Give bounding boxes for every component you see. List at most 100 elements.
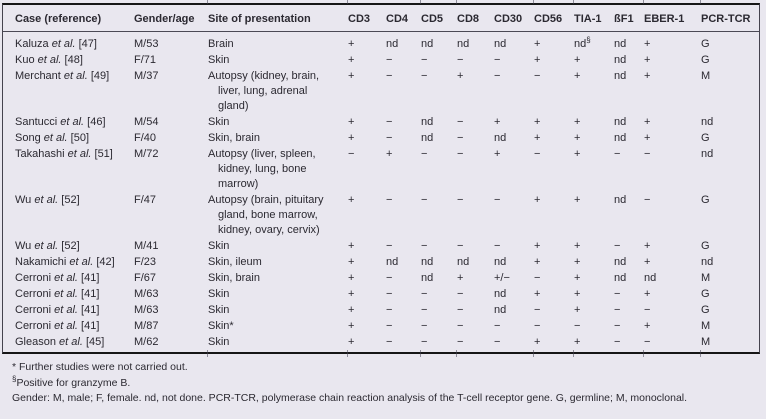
- marker-value-cell: nd: [614, 70, 627, 82]
- marker-value-cell: +: [574, 256, 581, 268]
- marker-value-cell: −: [614, 320, 621, 332]
- marker-value-cell: +: [534, 54, 541, 66]
- marker-value-cell: +: [457, 70, 464, 82]
- marker-value-cell: nd: [494, 256, 507, 268]
- marker-value-cell: M: [701, 336, 711, 348]
- case-reference-cell: Kuo et al. [48]: [15, 54, 83, 66]
- marker-value-cell: +: [574, 336, 581, 348]
- marker-value-cell: +: [644, 256, 651, 268]
- marker-value-cell: −: [494, 54, 501, 66]
- table-row: Kuo et al. [48] F/71 Skin + − − − − + + nd + G: [3, 53, 759, 68]
- column-tick: [643, 0, 644, 4]
- footnote-asterisk-symbol: *: [12, 361, 17, 373]
- gender-age-cell: M/72: [134, 148, 159, 160]
- marker-value-cell: −: [457, 54, 464, 66]
- site-cell: Skin: [208, 303, 348, 318]
- col-header-case: Case (reference): [15, 13, 102, 25]
- marker-value-cell: −: [494, 70, 501, 82]
- marker-value-cell: −: [494, 194, 501, 206]
- marker-value-cell: +: [348, 336, 355, 348]
- marker-value-cell: −: [614, 336, 621, 348]
- marker-value-cell: +: [348, 132, 355, 144]
- site-cell: Brain: [208, 37, 348, 52]
- marker-value-cell: +: [348, 116, 355, 128]
- marker-value-cell: −: [494, 336, 501, 348]
- col-header-pcrtcr: PCR-TCR: [701, 13, 751, 25]
- marker-value-cell: +: [574, 116, 581, 128]
- marker-value-cell: −: [534, 320, 541, 332]
- marker-value-cell: +: [348, 288, 355, 300]
- site-cell: Skin: [208, 53, 348, 68]
- marker-value-cell: +: [644, 132, 651, 144]
- col-header-cd3: CD3: [348, 13, 371, 25]
- site-cell: Skin, ileum: [208, 255, 348, 270]
- column-tick: [207, 350, 208, 357]
- marker-value-cell: +: [644, 320, 651, 332]
- site-line: Autopsy (kidney, brain,: [208, 70, 320, 82]
- site-line: Skin: [208, 116, 230, 128]
- site-cell: Skin: [208, 335, 348, 350]
- footnote-section-text: Positive for granzyme B.: [16, 376, 131, 389]
- site-cell: Autopsy (kidney, brain, liver, lung, adre…: [208, 69, 348, 114]
- gender-age-cell: F/67: [134, 272, 157, 284]
- site-cell: Autopsy (brain, pituitary gland, bone mar…: [208, 193, 348, 238]
- marker-value-cell: +: [574, 288, 581, 300]
- marker-value-cell: −: [386, 272, 393, 284]
- marker-value-cell: +: [644, 38, 651, 50]
- case-reference-cell: Cerroni et al. [41]: [15, 272, 100, 284]
- marker-value-cell: −: [457, 194, 464, 206]
- column-tick: [533, 350, 534, 357]
- site-line: Skin: [208, 54, 230, 66]
- col-header-cd4: CD4: [386, 13, 409, 25]
- marker-value-cell: −: [534, 148, 541, 160]
- marker-value-cell: +: [348, 194, 355, 206]
- marker-value-cell: −: [457, 132, 464, 144]
- marker-value-cell: +: [386, 148, 393, 160]
- site-line: liver, lung, adrenal: [218, 85, 308, 97]
- marker-value-cell: M: [701, 70, 711, 82]
- marker-value-cell: −: [457, 288, 464, 300]
- marker-value-cell: nd: [386, 256, 399, 268]
- marker-value-cell: G: [701, 54, 710, 66]
- table-row: Cerroni et al. [41] F/67 Skin, brain + − nd + +…: [3, 271, 759, 286]
- col-header-eber1: EBER-1: [644, 13, 685, 25]
- marker-value-cell: −: [421, 54, 428, 66]
- marker-value-cell: −: [421, 304, 428, 316]
- marker-value-cell: −: [421, 288, 428, 300]
- marker-value-cell: −: [421, 240, 428, 252]
- site-line: Skin, ileum: [208, 256, 262, 268]
- marker-value-cell: −: [614, 304, 621, 316]
- marker-value-cell: +: [574, 148, 581, 160]
- column-tick: [456, 0, 457, 4]
- table-row: Wu et al. [52] M/41 Skin + − − − − + + − + G: [3, 239, 759, 254]
- marker-value-cell: +/−: [494, 272, 510, 284]
- col-header-bf1: ßF1: [614, 13, 634, 25]
- marker-value-cell: +: [574, 304, 581, 316]
- marker-value-cell: −: [534, 272, 541, 284]
- marker-value-cell: +: [534, 256, 541, 268]
- case-reference-cell: Wu et al. [52]: [15, 194, 80, 206]
- marker-value-cell: −: [574, 320, 581, 332]
- marker-value-cell: +: [574, 132, 581, 144]
- marker-value-cell: −: [386, 54, 393, 66]
- site-line: Skin: [208, 336, 230, 348]
- marker-value-cell: nd: [614, 132, 627, 144]
- site-line: Skin, brain: [208, 132, 260, 144]
- marker-value-cell: nd: [614, 272, 627, 284]
- col-header-cd56: CD56: [534, 13, 563, 25]
- marker-value-cell: +: [534, 116, 541, 128]
- marker-value-cell: +: [574, 240, 581, 252]
- site-line: Skin: [208, 240, 230, 252]
- marker-value-cell: +: [644, 70, 651, 82]
- gender-age-cell: M/87: [134, 320, 159, 332]
- marker-value-cell: nd: [421, 38, 434, 50]
- marker-value-cell: nd: [421, 132, 434, 144]
- marker-value-cell: −: [386, 240, 393, 252]
- column-tick: [347, 350, 348, 357]
- marker-value-cell: +: [348, 38, 355, 50]
- marker-value-cell: +: [457, 272, 464, 284]
- marker-value-cell: −: [457, 304, 464, 316]
- marker-value-cell: nd: [494, 132, 507, 144]
- site-line: Skin, brain: [208, 272, 260, 284]
- gender-age-cell: M/54: [134, 116, 159, 128]
